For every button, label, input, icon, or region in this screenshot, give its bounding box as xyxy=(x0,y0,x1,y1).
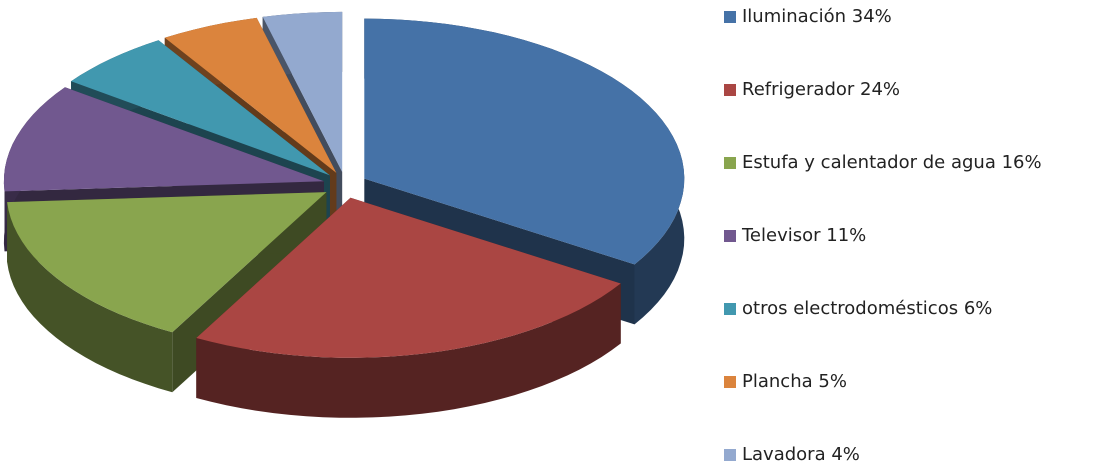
legend-label: Refrigerador 24% xyxy=(742,79,900,100)
legend-label: Iluminación 34% xyxy=(742,6,892,27)
slice-top xyxy=(164,17,337,173)
legend-name: Televisor xyxy=(741,225,821,246)
legend-swatch xyxy=(724,11,736,23)
slice-top xyxy=(71,40,330,176)
slice-top xyxy=(262,11,343,172)
legend-swatch xyxy=(724,303,736,315)
slice-top xyxy=(7,192,327,333)
legend-name: Lavadora xyxy=(742,444,826,461)
legend-name: Iluminación xyxy=(742,6,846,27)
legend-name: Estufa y calentador de agua xyxy=(742,152,996,173)
legend-label: Televisor 11% xyxy=(741,225,866,246)
legend-swatch xyxy=(724,157,736,169)
legend-value: 34% xyxy=(852,6,892,27)
legend-swatch xyxy=(724,230,736,242)
legend-swatch xyxy=(724,84,736,96)
slice-top xyxy=(3,87,324,192)
legend-value: 5% xyxy=(818,371,847,392)
legend-value: 4% xyxy=(831,444,860,461)
slice-side xyxy=(196,283,621,418)
legend-name: Plancha xyxy=(742,371,813,392)
legend-value: 16% xyxy=(1002,152,1042,173)
slice-top xyxy=(196,197,621,358)
slice-top xyxy=(364,18,685,265)
legend-value: 6% xyxy=(964,298,993,319)
legend-label: otros electrodomésticos 6% xyxy=(742,298,992,319)
legend-value: 24% xyxy=(860,79,900,100)
legend-swatch xyxy=(724,376,736,388)
slice xyxy=(196,197,621,418)
legend-name: Refrigerador xyxy=(742,79,855,100)
legend-label: Estufa y calentador de agua 16% xyxy=(742,152,1042,173)
legend-label: Plancha 5% xyxy=(742,371,847,392)
slice-side xyxy=(7,202,173,393)
legend-value: 11% xyxy=(826,225,866,246)
legend-name: otros electrodomésticos xyxy=(742,298,958,319)
legend-swatch xyxy=(724,449,736,461)
legend-label: Lavadora 4% xyxy=(742,444,860,461)
